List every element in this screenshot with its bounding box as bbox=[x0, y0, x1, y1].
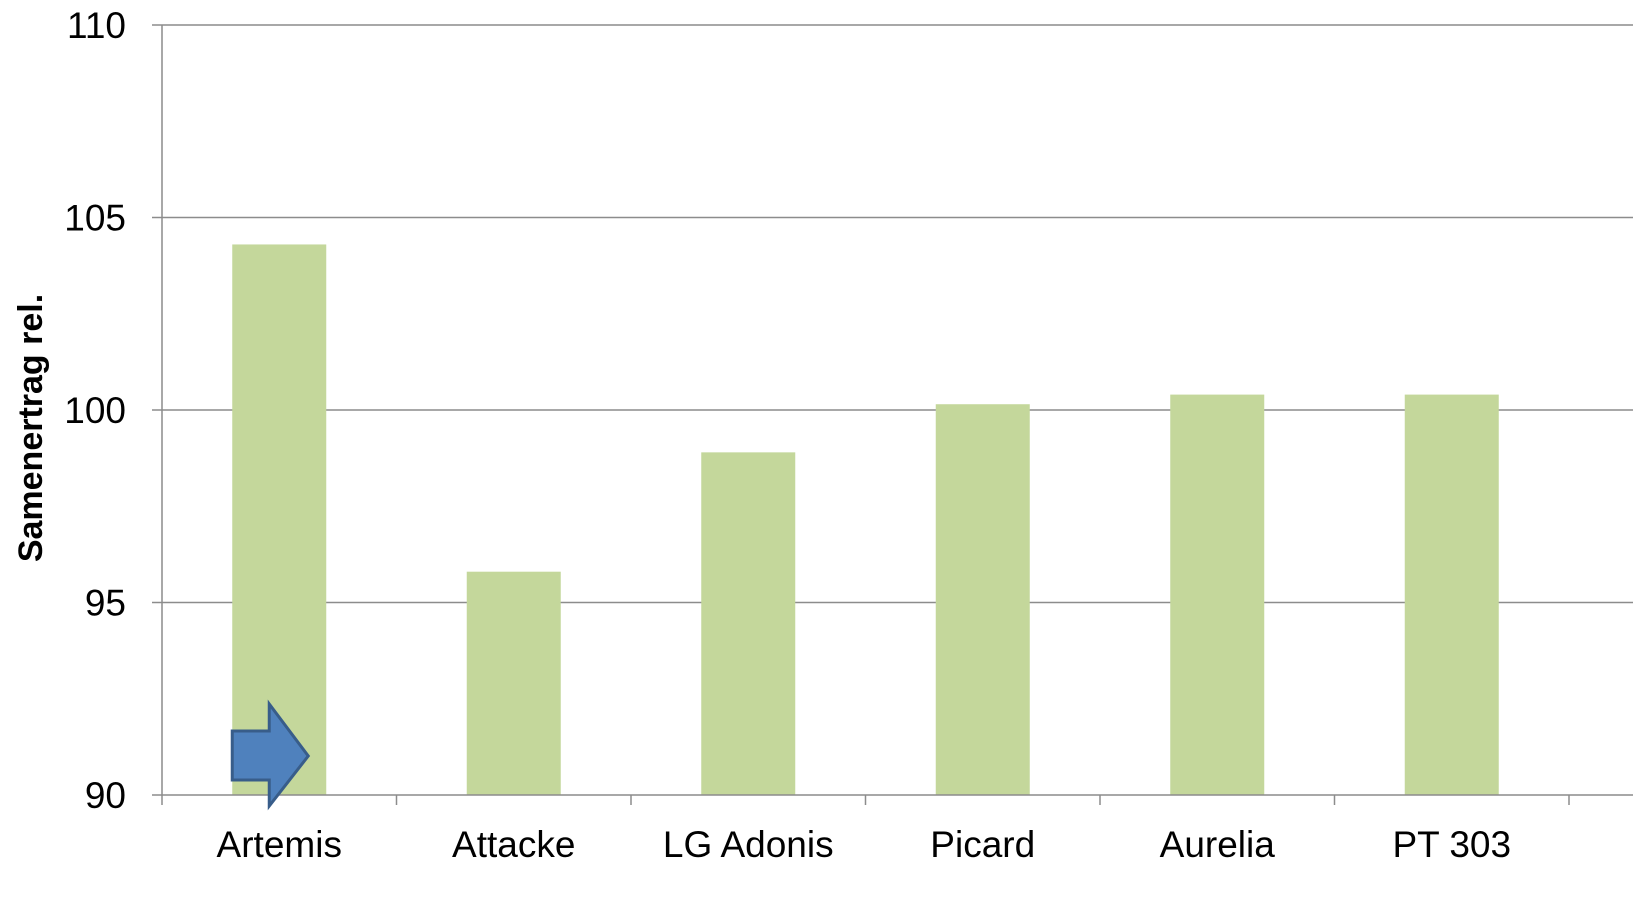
gridlines bbox=[162, 24, 1633, 604]
y-tick-label: 100 bbox=[64, 390, 126, 431]
y-tick-label: 110 bbox=[67, 5, 126, 46]
x-tick-label: Picard bbox=[930, 824, 1035, 865]
bars bbox=[232, 244, 1499, 795]
arrow-shape bbox=[230, 699, 311, 811]
bar bbox=[1170, 394, 1265, 795]
bar bbox=[466, 571, 561, 795]
arrow-right-icon bbox=[230, 699, 311, 811]
x-tick-labels: Artemis Attacke LG Adonis Picard Aurelia PT 3… bbox=[217, 824, 1512, 865]
bar bbox=[701, 452, 796, 795]
y-tick-label: 105 bbox=[64, 198, 126, 239]
bar bbox=[232, 244, 327, 795]
axes bbox=[152, 24, 1633, 805]
y-tick-labels: 90 95 100 105 110 bbox=[64, 5, 126, 816]
x-tick-label: Aurelia bbox=[1160, 824, 1276, 865]
y-axis-label: Samenertrag rel. bbox=[12, 294, 50, 562]
bar bbox=[935, 404, 1030, 795]
x-tick-label: PT 303 bbox=[1392, 824, 1511, 865]
x-tick-label: LG Adonis bbox=[663, 824, 834, 865]
x-tick-label: Attacke bbox=[452, 824, 575, 865]
x-tick-label: Artemis bbox=[217, 824, 342, 865]
y-tick-label: 90 bbox=[85, 775, 126, 816]
y-tick-label: 95 bbox=[85, 583, 126, 624]
bar bbox=[1404, 394, 1499, 795]
